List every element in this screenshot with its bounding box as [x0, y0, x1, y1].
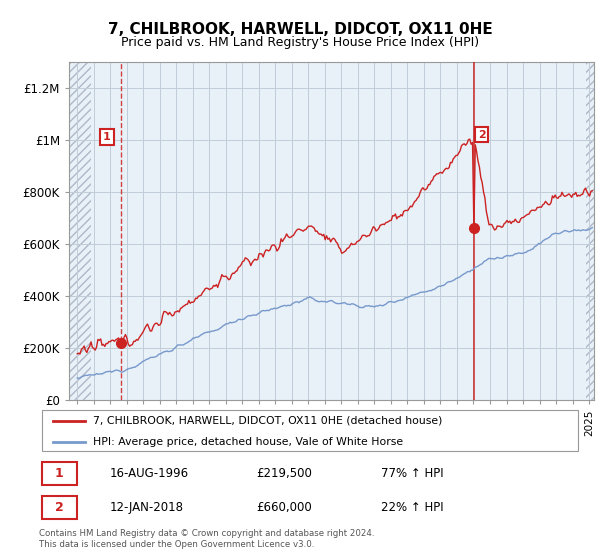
Text: £660,000: £660,000: [256, 501, 312, 514]
Text: 2: 2: [478, 129, 485, 139]
Text: Price paid vs. HM Land Registry's House Price Index (HPI): Price paid vs. HM Land Registry's House …: [121, 36, 479, 49]
Text: HPI: Average price, detached house, Vale of White Horse: HPI: Average price, detached house, Vale…: [94, 437, 403, 447]
FancyBboxPatch shape: [42, 496, 77, 519]
FancyBboxPatch shape: [42, 462, 77, 485]
Text: 16-AUG-1996: 16-AUG-1996: [110, 467, 189, 480]
Text: 1: 1: [103, 132, 111, 142]
Text: 2: 2: [55, 501, 64, 514]
Bar: [586, 62, 594, 400]
Text: 77% ↑ HPI: 77% ↑ HPI: [381, 467, 444, 480]
Text: 22% ↑ HPI: 22% ↑ HPI: [381, 501, 444, 514]
Text: 7, CHILBROOK, HARWELL, DIDCOT, OX11 0HE: 7, CHILBROOK, HARWELL, DIDCOT, OX11 0HE: [107, 22, 493, 38]
FancyBboxPatch shape: [42, 410, 578, 451]
Text: £219,500: £219,500: [256, 467, 312, 480]
Text: 12-JAN-2018: 12-JAN-2018: [110, 501, 184, 514]
Text: Contains HM Land Registry data © Crown copyright and database right 2024.
This d: Contains HM Land Registry data © Crown c…: [39, 529, 374, 549]
Text: 7, CHILBROOK, HARWELL, DIDCOT, OX11 0HE (detached house): 7, CHILBROOK, HARWELL, DIDCOT, OX11 0HE …: [94, 416, 443, 426]
Text: 1: 1: [55, 467, 64, 480]
Bar: [69, 62, 91, 400]
